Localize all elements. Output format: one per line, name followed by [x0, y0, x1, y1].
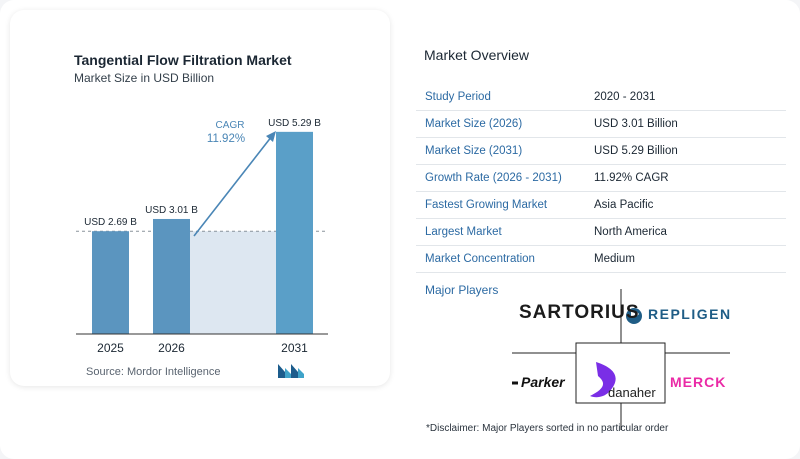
overview-key: Market Concentration	[425, 253, 535, 265]
overview-key: Market Size (2026)	[425, 118, 523, 130]
repligen-logo: REPLIGEN	[648, 306, 732, 322]
cagr-arrow	[193, 135, 273, 237]
bar-2026	[153, 218, 190, 334]
overview-row: Fastest Growing Market Asia Pacific	[416, 192, 786, 219]
source-note: Source: Mordor Intelligence	[86, 366, 221, 378]
bar-2031	[276, 131, 313, 334]
overview-row: Market Size (2026) USD 3.01 Billion	[416, 111, 786, 138]
overview-title: Market Overview	[424, 47, 530, 63]
overview-table: Study Period 2020 - 2031 Market Size (2026…	[416, 84, 786, 273]
overview-row: Market Size (2031) USD 5.29 Billion	[416, 138, 786, 165]
danaher-logo: danaher	[608, 385, 656, 400]
bar-2025	[92, 231, 129, 334]
overview-value: USD 3.01 Billion	[594, 118, 678, 130]
value-label: USD 2.69 B	[84, 217, 137, 228]
overview-key: Largest Market	[425, 226, 502, 238]
bar-chart: 2025 2026 2031 USD 2.69 B USD 3.01 B USD 5.2…	[76, 118, 328, 355]
danaher-icon	[590, 362, 616, 398]
value-label: USD 5.29 B	[268, 118, 321, 129]
overview-key: Market Size (2031)	[425, 145, 523, 157]
sartorius-logo: SARTORIUS	[519, 302, 640, 323]
cagr-value: 11.92%	[207, 133, 245, 145]
mordor-logo-icon	[278, 364, 304, 378]
overview-value: North America	[594, 226, 667, 238]
overview-value: Asia Pacific	[594, 199, 654, 211]
overview-value: Medium	[594, 253, 635, 265]
overview-key: Study Period	[425, 91, 491, 103]
value-label: USD 3.01 B	[145, 205, 198, 216]
x-tick-label: 2025	[97, 341, 124, 355]
merck-logo: MERCK	[670, 374, 727, 390]
cagr-label: CAGR	[216, 120, 245, 131]
growth-shade	[190, 231, 276, 334]
overview-value: USD 5.29 Billion	[594, 145, 678, 157]
x-tick-label: 2026	[158, 341, 185, 355]
overview-key: Fastest Growing Market	[425, 199, 548, 211]
chart-title: Tangential Flow Filtration Market	[74, 52, 292, 68]
parker-logo: Parker	[521, 374, 565, 390]
overview-row: Study Period 2020 - 2031	[416, 84, 786, 111]
overview-value: 2020 - 2031	[594, 91, 656, 103]
overview-key: Growth Rate (2026 - 2031)	[425, 172, 562, 184]
chart-subtitle: Market Size in USD Billion	[74, 71, 215, 85]
disclaimer: *Disclaimer: Major Players sorted in no …	[426, 423, 669, 434]
overview-row: Growth Rate (2026 - 2031) 11.92% CAGR	[416, 165, 786, 192]
cagr-arrowhead	[266, 131, 276, 142]
overview-value: 11.92% CAGR	[594, 172, 669, 184]
x-tick-label: 2031	[281, 341, 308, 355]
overview-row: Largest Market North America	[416, 219, 786, 246]
major-players-title: Major Players	[425, 283, 499, 297]
overview-row: Market Concentration Medium	[416, 246, 786, 273]
